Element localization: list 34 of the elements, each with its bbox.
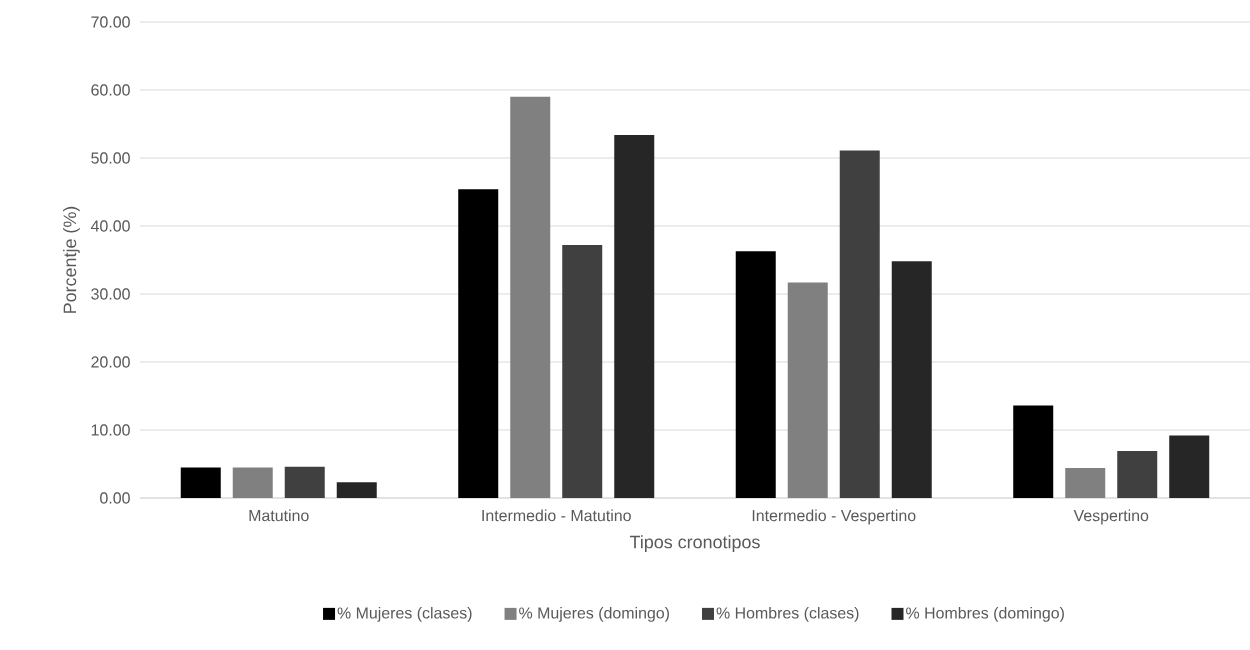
y-tick-label: 50.00 (91, 152, 130, 164)
x-tick-label: Matutino (249, 509, 309, 522)
x-axis-title: Tipos cronotipos (629, 535, 760, 552)
bar (891, 261, 932, 498)
bar (787, 282, 828, 498)
bar (614, 134, 655, 498)
x-tick-label: Intermedio - Vespertino (752, 509, 916, 525)
legend-label: % Hombres (clases) (716, 606, 859, 622)
y-tick-label: 40.00 (90, 220, 130, 232)
bar (1013, 405, 1054, 498)
bar (510, 96, 551, 498)
bar (735, 251, 776, 498)
legend-label: % Mujeres (clases) (337, 606, 472, 622)
x-tick-label: Vespertino (1073, 509, 1149, 525)
bar (1117, 451, 1158, 498)
bar (180, 467, 221, 498)
y-tick-label: 0.00 (100, 492, 130, 504)
y-tick-label: 60.00 (91, 84, 130, 96)
x-tick-label: Intermedio - Matutino (482, 509, 631, 522)
y-tick-label: 10.00 (91, 424, 130, 436)
y-tick-label: 20.00 (91, 356, 130, 368)
y-tick-label: 30.00 (91, 288, 130, 300)
bar (1169, 435, 1210, 498)
y-axis-title: Porcentje (%) (63, 206, 80, 313)
y-tick-label: 70.00 (91, 16, 130, 28)
bar (839, 150, 880, 498)
bar (336, 482, 377, 498)
bar (1065, 468, 1106, 498)
bar (232, 467, 273, 498)
bar (562, 245, 603, 498)
legend-label: % Hombres (domingo) (906, 606, 1064, 622)
legend-label: % Mujeres (domingo) (519, 606, 669, 622)
bar (458, 189, 499, 498)
bar (284, 466, 325, 498)
